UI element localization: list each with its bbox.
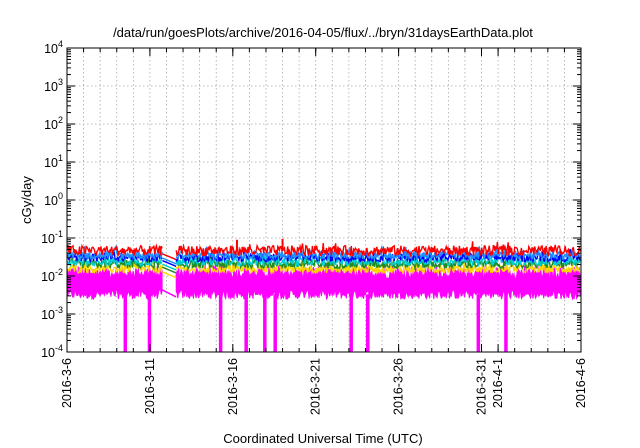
x-tick-label: 2016-3-11: [143, 358, 157, 414]
series-layer: [67, 238, 581, 352]
grid: [67, 48, 581, 352]
series-line-ff0000: [175, 241, 581, 258]
series-line-00ced1-gap: [162, 263, 177, 271]
series-magenta: [175, 264, 581, 301]
y-tick-label: 10-3: [41, 305, 63, 322]
x-tick-label: 2016-4-6: [574, 358, 588, 408]
series-magenta-dip: [147, 294, 152, 352]
series-line-ffd700-gap: [162, 271, 177, 279]
series-line-ffd700: [67, 261, 163, 275]
x-tick-label: 2016-3-21: [309, 358, 323, 415]
series-magenta-dip: [244, 294, 248, 352]
y-tick-label: 10-2: [41, 267, 63, 284]
x-tick-label: 2016-3-26: [392, 358, 406, 415]
y-tick-label: 102: [44, 115, 63, 132]
series-line-1e90ff-gap: [162, 257, 177, 265]
x-tick-label: 2016-4-1: [491, 358, 505, 408]
x-tick-label: 2016-3-6: [60, 358, 74, 408]
y-tick-label: 10-4: [41, 343, 63, 360]
series-magenta-dip: [366, 294, 370, 352]
y-tick-label: 10-1: [41, 229, 63, 246]
series-magenta-dip: [263, 294, 267, 352]
series-magenta-dip: [123, 294, 128, 352]
x-tick-label: 2016-3-16: [226, 358, 240, 415]
series-magenta-dip: [349, 294, 353, 352]
series-magenta-dip: [504, 294, 508, 352]
y-tick-label: 100: [44, 191, 63, 208]
series-line-ff0000-gap: [162, 253, 177, 261]
series-line-228b22-gap: [162, 266, 177, 274]
x-tick-label: 2016-3-31: [475, 358, 489, 415]
series-magenta-dip: [218, 294, 223, 352]
series-magenta-gap: [161, 289, 177, 298]
y-axis-label: cGy/day: [19, 176, 34, 224]
y-tick-label: 101: [44, 153, 63, 170]
x-axis-label: Coordinated Universal Time (UTC): [223, 431, 422, 446]
y-tick-label: 104: [44, 39, 63, 56]
axes: 10-4 10-3 10-2 10-1 100 101 102 103 104 2016-3-6 2…: [41, 39, 588, 415]
y-tick-label: 103: [44, 77, 63, 94]
series-magenta-dip: [273, 294, 277, 352]
series-magenta-dip: [476, 294, 481, 352]
series-line-0000ff-gap: [162, 259, 177, 267]
series-line-ff0000: [67, 243, 163, 256]
chart-title: /data/run/goesPlots/archive/2016-04-05/f…: [113, 25, 533, 40]
